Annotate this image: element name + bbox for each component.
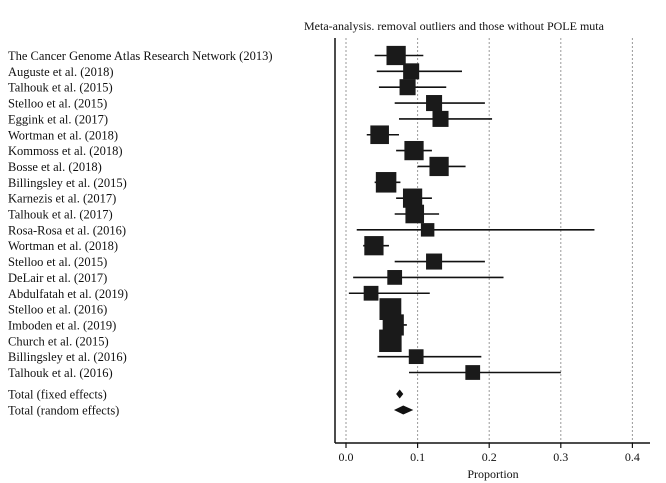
study-label: Bosse et al. (2018) bbox=[8, 160, 102, 174]
x-tick-label: 0.2 bbox=[482, 450, 497, 464]
study-estimate-marker bbox=[364, 236, 384, 256]
study-label: Talhouk et al. (2015) bbox=[8, 81, 113, 95]
study-label: The Cancer Genome Atlas Research Network… bbox=[8, 49, 273, 63]
x-axis-label: Proportion bbox=[467, 467, 518, 481]
study-label: Stelloo et al. (2016) bbox=[8, 303, 107, 317]
study-estimate-marker bbox=[432, 110, 449, 127]
gridlines bbox=[345, 38, 633, 443]
study-estimate-marker bbox=[426, 253, 443, 270]
study-estimate-marker bbox=[403, 63, 420, 80]
study-label: Wortman et al. (2018) bbox=[8, 128, 118, 142]
study-estimate-marker bbox=[402, 188, 423, 208]
study-label: Talhouk et al. (2016) bbox=[8, 366, 113, 380]
chart-title: Meta-analysis. removal outliers and thos… bbox=[304, 19, 605, 33]
study-label: Talhouk et al. (2017) bbox=[8, 208, 113, 222]
pooled-totals bbox=[393, 389, 414, 415]
study-label: Church et al. (2015) bbox=[8, 334, 109, 348]
study-label: Billingsley et al. (2016) bbox=[8, 350, 127, 364]
study-estimate-marker bbox=[363, 285, 379, 301]
study-label: Eggink et al. (2017) bbox=[8, 112, 108, 126]
study-estimate-marker bbox=[465, 365, 481, 380]
total-label: Total (fixed effects) bbox=[8, 388, 107, 402]
x-tick-label: 0.3 bbox=[553, 450, 568, 464]
study-label: DeLair et al. (2017) bbox=[8, 271, 107, 285]
x-tick-label: 0.4 bbox=[625, 450, 640, 464]
study-estimate-marker bbox=[404, 140, 424, 161]
study-labels: The Cancer Genome Atlas Research Network… bbox=[8, 49, 273, 418]
study-label: Stelloo et al. (2015) bbox=[8, 255, 107, 269]
x-ticks: 0.0 0.1 0.2 0.3 0.4 bbox=[339, 443, 640, 464]
study-estimate-marker bbox=[379, 329, 402, 353]
study-label: Imboden et al. (2019) bbox=[8, 318, 116, 332]
study-label: Billingsley et al. (2015) bbox=[8, 176, 127, 190]
study-label: Wortman et al. (2018) bbox=[8, 239, 118, 253]
study-estimate-marker bbox=[387, 270, 403, 285]
total-label: Total (random effects) bbox=[8, 404, 119, 418]
study-label: Stelloo et al. (2015) bbox=[8, 97, 107, 111]
x-tick-label: 0.0 bbox=[339, 450, 354, 464]
study-estimate-marker bbox=[405, 204, 425, 224]
study-estimate-marker bbox=[375, 172, 397, 193]
study-label: Abdulfatah et al. (2019) bbox=[8, 287, 128, 301]
study-estimate-marker bbox=[386, 45, 406, 66]
study-estimate-marker bbox=[399, 79, 416, 96]
study-markers bbox=[348, 45, 595, 380]
study-estimate-marker bbox=[370, 125, 389, 145]
pooled-diamond bbox=[393, 405, 414, 415]
study-estimate-marker bbox=[420, 223, 435, 237]
study-label: Karnezis et al. (2017) bbox=[8, 192, 116, 206]
study-estimate-marker bbox=[429, 156, 449, 177]
study-estimate-marker bbox=[426, 95, 443, 112]
x-tick-label: 0.1 bbox=[410, 450, 425, 464]
study-label: Auguste et al. (2018) bbox=[8, 65, 114, 79]
study-label: Kommoss et al. (2018) bbox=[8, 144, 123, 158]
study-estimate-marker bbox=[408, 349, 424, 365]
pooled-diamond bbox=[396, 389, 404, 399]
study-label: Rosa-Rosa et al. (2016) bbox=[8, 223, 126, 237]
